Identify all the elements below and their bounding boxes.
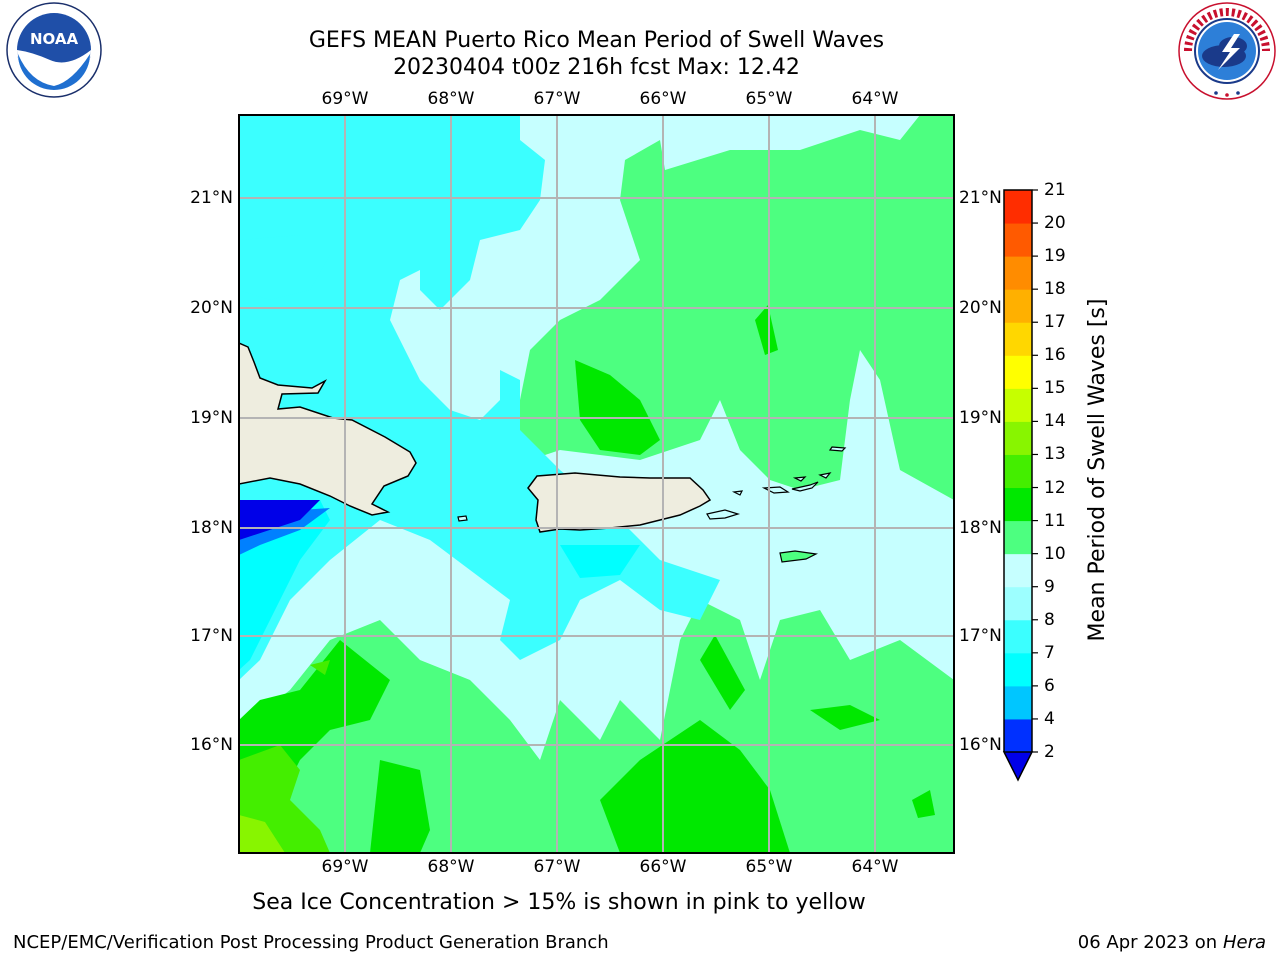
vieques-island <box>706 509 741 520</box>
colorbar-segment <box>1004 553 1032 588</box>
swell-10-11-region <box>755 305 778 355</box>
colorbar-segment <box>1004 190 1032 224</box>
colorbar-tick-label: 12 <box>1044 477 1066 498</box>
swell-11-12-region <box>310 660 330 675</box>
lon-label-top: 65°W <box>745 89 793 109</box>
colorbar-segment <box>1004 520 1032 555</box>
lat-label-right: 16°N <box>959 735 1002 755</box>
sea-ice-note: Sea Ice Concentration > 15% is shown in … <box>252 890 866 915</box>
colorbar-segment <box>1004 289 1032 323</box>
swell-10-11-region <box>575 360 660 455</box>
colorbar <box>1002 189 1038 782</box>
lon-label-bottom: 65°W <box>745 857 793 877</box>
lon-label-bottom: 67°W <box>533 857 581 877</box>
colorbar-label: Mean Period of Swell Waves [s] <box>1085 298 1110 642</box>
swell-12-13-region <box>239 815 285 853</box>
colorbar-tick-label: 2 <box>1044 742 1055 762</box>
lat-label-right: 17°N <box>959 626 1002 646</box>
swell-below-2-region <box>239 500 320 540</box>
colorbar-tick-label: 11 <box>1044 510 1066 531</box>
colorbar-tick-label: 8 <box>1044 609 1055 630</box>
lat-label-left: 20°N <box>190 298 233 318</box>
chart-title-line2: 20230404 t00z 216h fcst Max: 12.42 <box>393 55 800 80</box>
lat-label-left: 19°N <box>190 408 233 428</box>
colorbar-tick-label: 18 <box>1044 279 1066 300</box>
footer-date-text: 06 Apr 2023 on <box>1077 932 1223 953</box>
gridlines <box>239 115 954 853</box>
colorbar-segment <box>1004 454 1032 489</box>
lon-label-top: 68°W <box>427 89 475 109</box>
footer-machine: Hera <box>1222 932 1266 953</box>
swell-7-8-region <box>239 235 330 300</box>
swell-10-11-region <box>700 635 745 710</box>
colorbar-tick-label: 4 <box>1044 708 1055 729</box>
swell-7-8-region <box>239 115 720 680</box>
colorbar-extend-arrow <box>1002 751 1034 782</box>
colorbar-tick-label: 20 <box>1044 213 1066 234</box>
footer-date: 06 Apr 2023 on Hera <box>1078 932 1266 954</box>
colorbar-tick-label: 7 <box>1044 642 1055 663</box>
colorbar-segment <box>1004 421 1032 455</box>
colorbar-segment <box>1004 256 1032 290</box>
swell-10-11-region <box>600 720 790 853</box>
map-frame <box>238 114 955 854</box>
lon-label-top: 64°W <box>851 89 899 109</box>
puerto-rico-land <box>527 472 712 533</box>
lat-label-left: 21°N <box>190 188 233 208</box>
lat-label-right: 20°N <box>959 298 1002 318</box>
colorbar-tick-label: 14 <box>1044 411 1066 432</box>
colorbar-frame <box>1003 189 1033 752</box>
colorbar-tick-label: 9 <box>1044 576 1055 597</box>
nws-logo <box>1178 2 1276 100</box>
swell-10-11-region <box>810 705 880 730</box>
swell-10-11-region <box>370 760 430 853</box>
lon-label-top: 69°W <box>321 89 369 109</box>
colorbar-tick-label: 16 <box>1044 345 1066 366</box>
lat-label-left: 16°N <box>190 735 233 755</box>
st-croix-island <box>779 550 818 563</box>
swell-10-11-region <box>912 790 935 818</box>
colorbar-segment <box>1004 355 1032 389</box>
colorbar-segment <box>1004 322 1032 356</box>
noaa-logo-text: NOAA <box>30 30 79 48</box>
colorbar-segment <box>1004 652 1032 687</box>
colorbar-tick-label: 17 <box>1044 312 1066 333</box>
colorbar-segment <box>1004 487 1032 522</box>
colorbar-segment <box>1004 685 1032 720</box>
lon-label-bottom: 68°W <box>427 857 475 877</box>
lat-label-right: 18°N <box>959 518 1002 538</box>
virgin-islands <box>731 446 847 496</box>
footer-credit: NCEP/EMC/Verification Post Processing Pr… <box>13 932 609 953</box>
hispaniola-land <box>239 342 417 516</box>
colorbar-tick-label: 13 <box>1044 444 1066 465</box>
lat-label-left: 18°N <box>190 518 233 538</box>
lon-label-top: 66°W <box>639 89 687 109</box>
colorbar-tick-label: 15 <box>1044 378 1066 399</box>
colorbar-tick-label: 19 <box>1044 246 1066 267</box>
colorbar-tick-label: 6 <box>1044 675 1055 696</box>
lon-label-bottom: 69°W <box>321 857 369 877</box>
colorbar-tick-label: 21 <box>1044 180 1066 200</box>
swell-6-7-region <box>560 545 640 578</box>
lat-label-right: 21°N <box>959 188 1002 208</box>
lon-label-bottom: 64°W <box>851 857 899 877</box>
lon-label-top: 67°W <box>533 89 581 109</box>
lat-label-left: 17°N <box>190 626 233 646</box>
colorbar-segment <box>1004 586 1032 621</box>
lon-label-bottom: 66°W <box>639 857 687 877</box>
chart-title-line1: GEFS MEAN Puerto Rico Mean Period of Swe… <box>308 28 885 53</box>
colorbar-segment <box>1004 388 1032 422</box>
mona-island <box>457 515 468 522</box>
colorbar-segment <box>1004 223 1032 257</box>
colorbar-tick-label: 10 <box>1044 543 1066 564</box>
swell-8-9-region <box>239 115 954 760</box>
colorbar-segment <box>1004 619 1032 654</box>
colorbar-segment <box>1004 718 1032 753</box>
noaa-logo: NOAA <box>6 2 102 98</box>
lat-label-right: 19°N <box>959 408 1002 428</box>
